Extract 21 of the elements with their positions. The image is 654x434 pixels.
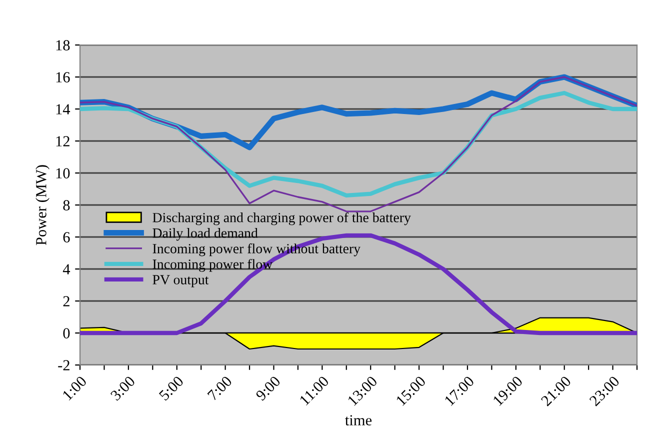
y-tick-label: 18 bbox=[56, 40, 70, 50]
y-tick-label: 14 bbox=[56, 104, 70, 114]
y-tick-label: -2 bbox=[58, 360, 70, 370]
y-tick-label: 4 bbox=[62, 264, 70, 274]
legend-label: Discharging and charging power of the battery bbox=[152, 212, 411, 226]
legend-label: PV output bbox=[152, 275, 209, 288]
y-tick-label: 16 bbox=[56, 72, 70, 82]
y-tick-label: 10 bbox=[56, 168, 70, 178]
x-tick-label: 9:00 bbox=[255, 375, 281, 402]
line-series bbox=[80, 76, 637, 212]
y-tick-label: 8 bbox=[63, 200, 70, 210]
y-tick-label: 0 bbox=[63, 328, 70, 338]
x-tick-label: 7:00 bbox=[207, 375, 233, 401]
y-axis-title: Power (MW) bbox=[36, 165, 50, 246]
y-tick-label: 12 bbox=[56, 136, 70, 146]
y-tick-label: 2 bbox=[63, 296, 70, 306]
y-tick-label: 6 bbox=[63, 232, 70, 242]
x-tick-label: 5:00 bbox=[158, 375, 184, 401]
x-axis-title: time bbox=[345, 415, 372, 426]
x-tick-label: 3:00 bbox=[110, 375, 136, 402]
x-tick-label: 1:00 bbox=[62, 375, 88, 401]
